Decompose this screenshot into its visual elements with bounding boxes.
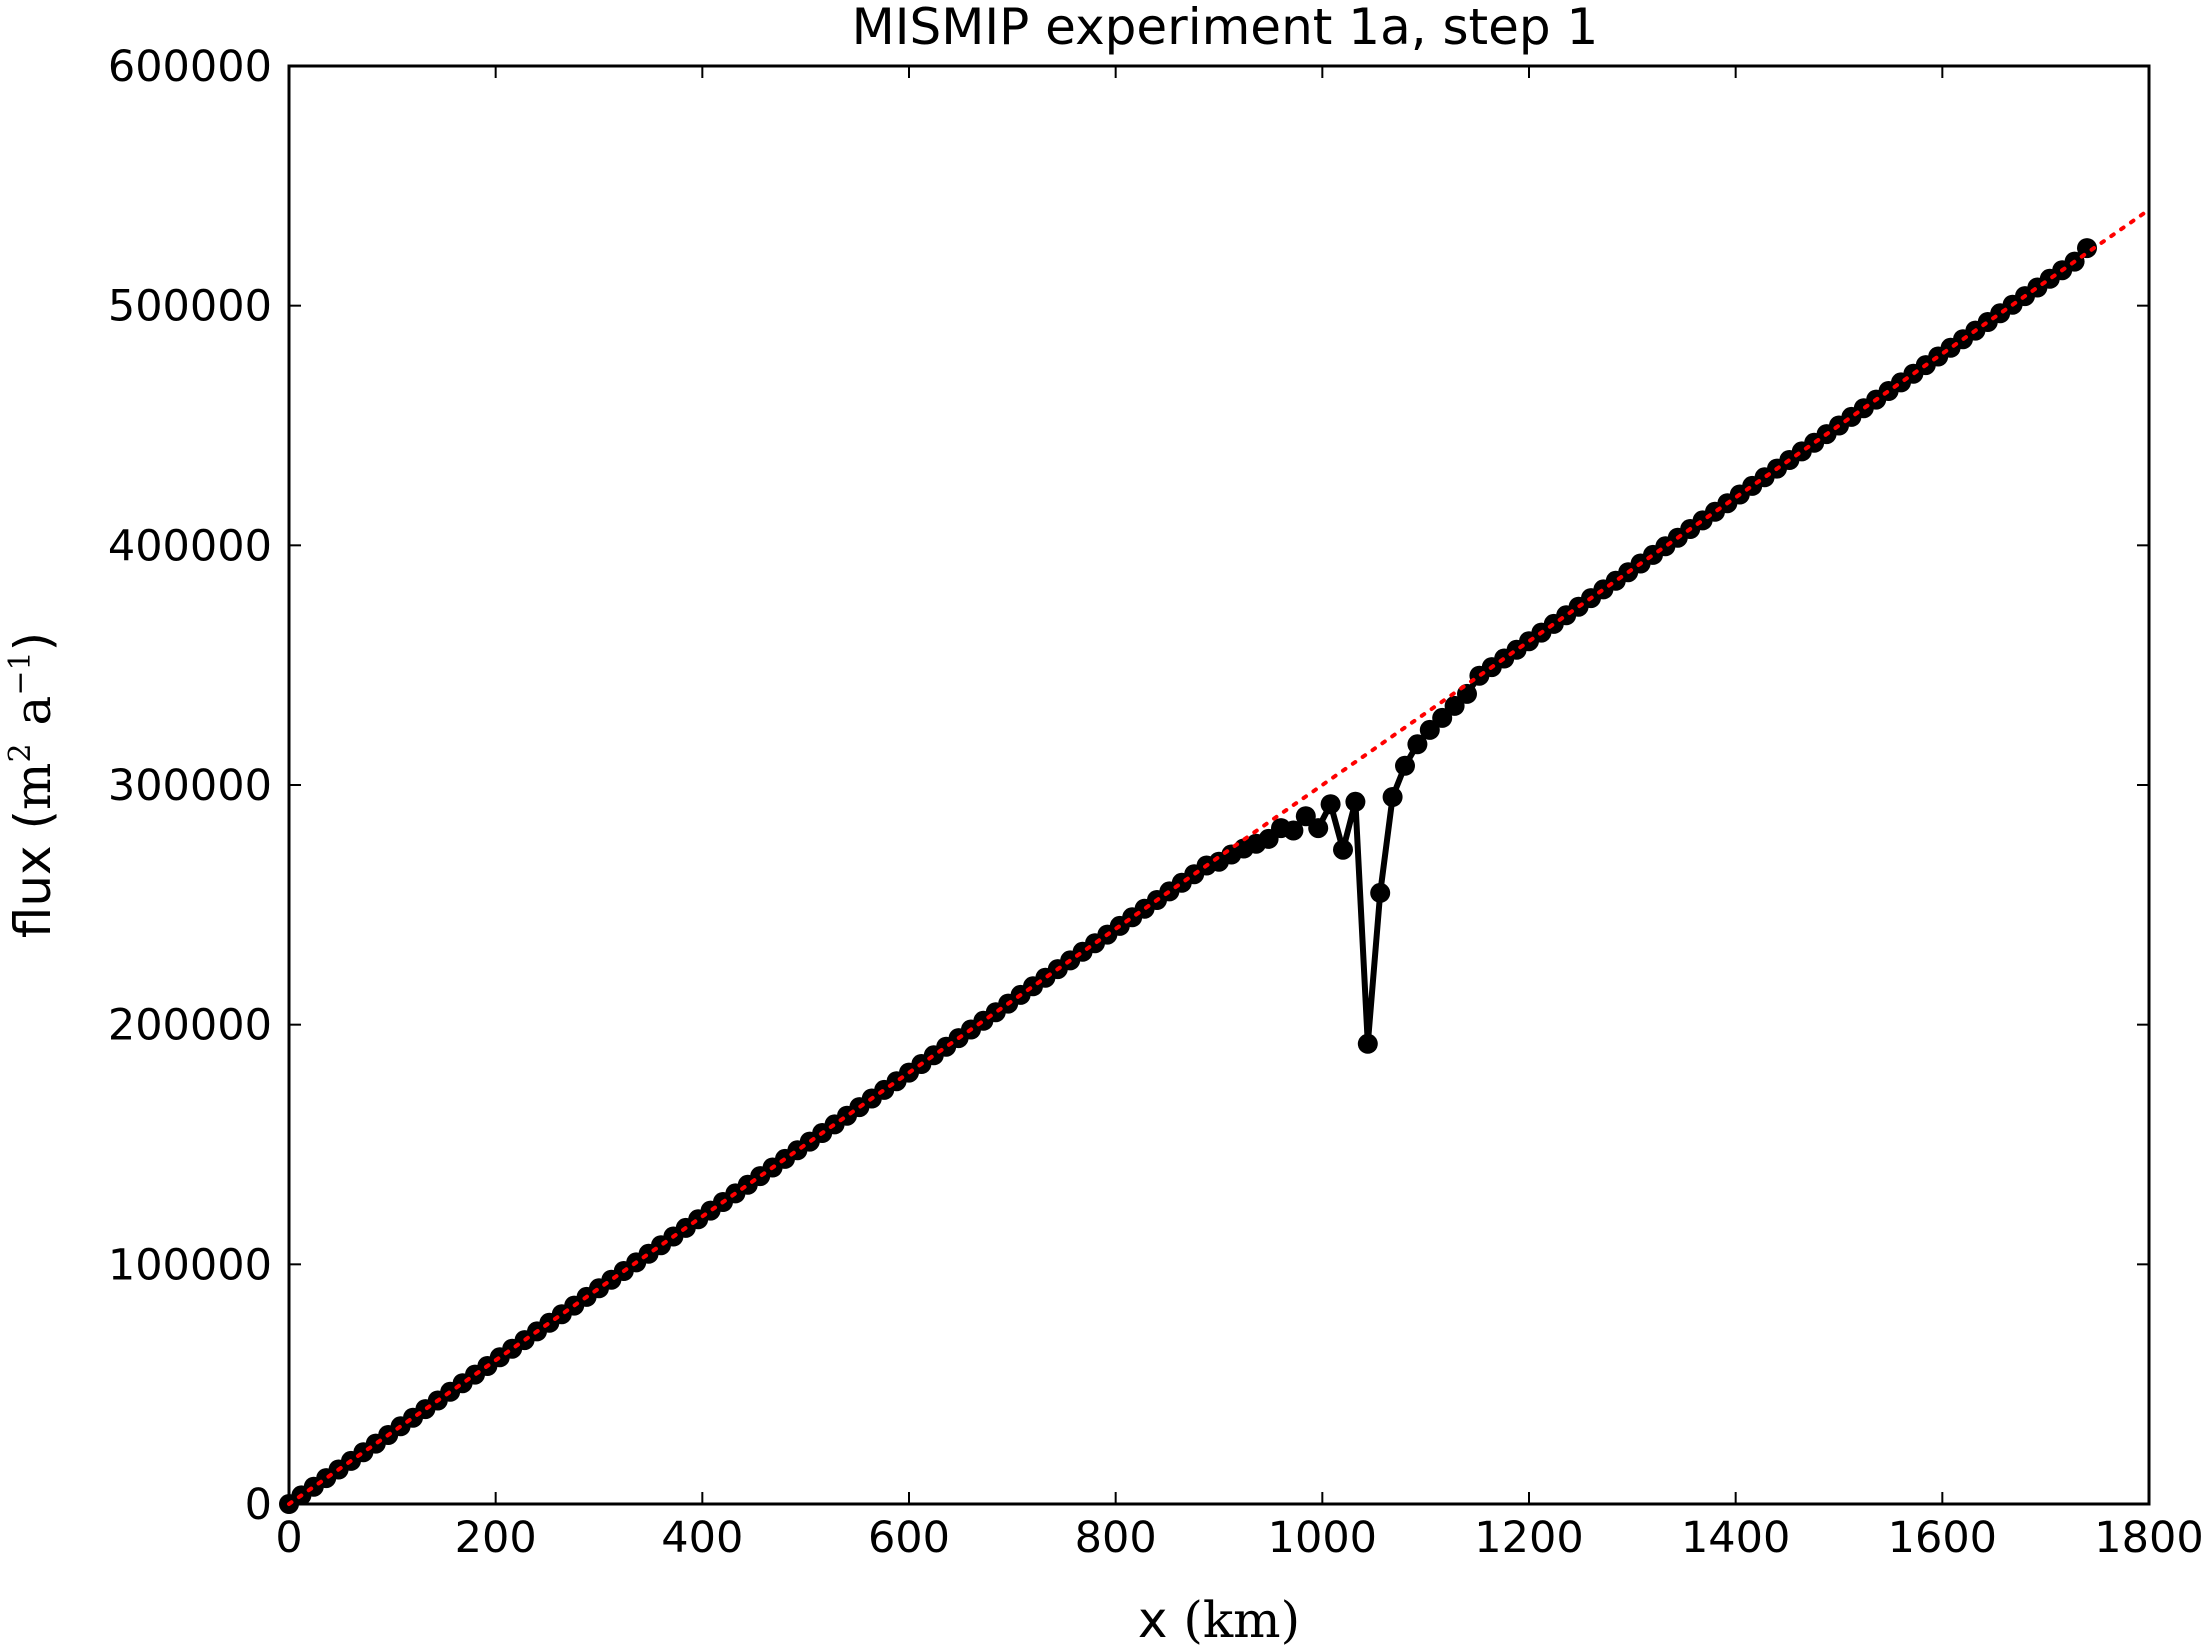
y-tick-label: 400000 <box>108 521 272 571</box>
flux-data-point <box>1382 787 1403 807</box>
x-tick-label: 400 <box>661 1513 743 1563</box>
y-axis-label: flux (m2a−1) <box>3 632 62 938</box>
x-tick-label: 0 <box>275 1513 302 1563</box>
x-axis-ticks: 0 200 400 600 800 1000 1200 1400 1600 1800 <box>275 66 2204 1563</box>
x-axis-label: x (km) <box>1138 1591 1300 1645</box>
flux-data-point <box>1357 1033 1378 1054</box>
flux-data-point <box>1407 734 1428 755</box>
flux-data-point <box>1283 820 1304 841</box>
flux-data-point <box>1419 719 1440 740</box>
series-layer <box>279 207 2151 1514</box>
y-tick-label: 600000 <box>108 42 272 92</box>
x-tick-label: 800 <box>1075 1513 1157 1563</box>
plot-frame <box>287 64 2151 1506</box>
flux-data-point <box>2077 238 2097 259</box>
flux-data-point <box>1320 794 1341 815</box>
flux-data-point <box>1370 882 1391 903</box>
plot-area: 0 200 400 600 800 1000 1200 1400 1600 1800 0 10000… <box>108 42 2204 1563</box>
x-tick-label: 200 <box>455 1513 537 1563</box>
y-tick-label: 500000 <box>108 282 272 332</box>
flux-data-point <box>1295 806 1316 827</box>
flux-data-point <box>1395 755 1415 776</box>
x-tick-label: 1600 <box>1888 1513 1997 1563</box>
flux-data-point <box>1432 707 1453 728</box>
reference-dotted-line <box>287 207 2151 1506</box>
x-tick-label: 1400 <box>1681 1513 1790 1563</box>
x-tick-label: 1000 <box>1268 1513 1377 1563</box>
y-tick-label: 100000 <box>108 1240 272 1290</box>
flux-data-point <box>1444 695 1465 716</box>
x-tick-label: 1200 <box>1474 1513 1583 1563</box>
x-tick-label: 600 <box>868 1513 950 1563</box>
chart-title: MISMIP experiment 1a, step 1 <box>852 0 1599 56</box>
x-tick-label: 1800 <box>2094 1513 2203 1563</box>
flux-data-point <box>1308 818 1329 839</box>
y-tick-label: 200000 <box>108 1001 272 1051</box>
y-tick-label: 300000 <box>108 761 272 811</box>
flux-data-point <box>1333 839 1353 860</box>
y-axis-ticks: 0 100000 200000 300000 400000 500000 600000 <box>108 42 2149 1530</box>
y-tick-label: 0 <box>245 1480 272 1530</box>
flux-data-point <box>1345 791 1366 812</box>
